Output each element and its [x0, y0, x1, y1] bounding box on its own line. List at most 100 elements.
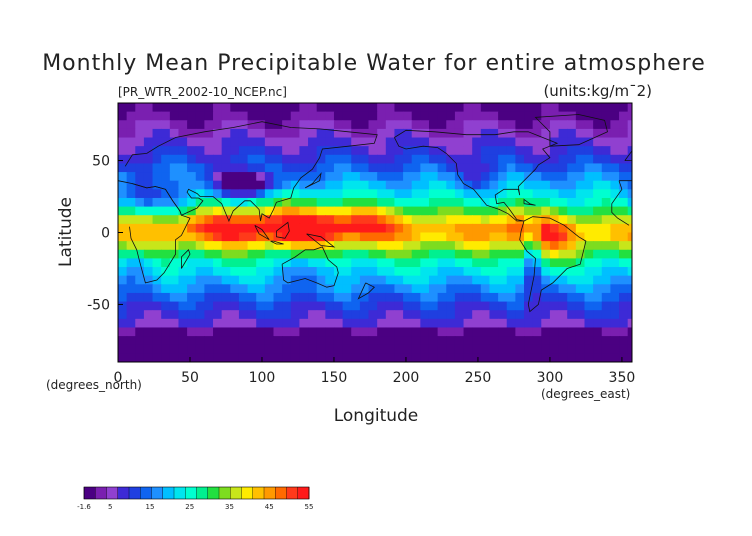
- heatmap-cell: [316, 310, 326, 320]
- heatmap-cell: [567, 327, 577, 337]
- heatmap-cell: [558, 137, 568, 147]
- heatmap-cell: [541, 128, 551, 139]
- heatmap-cell: [454, 327, 465, 337]
- heatmap-cell: [489, 249, 499, 259]
- heatmap-cell: [549, 258, 560, 268]
- heatmap-cell: [187, 284, 197, 294]
- heatmap-cell: [169, 215, 180, 225]
- heatmap-cell: [532, 301, 542, 311]
- heatmap-cell: [351, 344, 361, 354]
- heatmap-cell: [558, 292, 568, 303]
- heatmap-cell: [489, 232, 499, 242]
- heatmap-cell: [152, 223, 162, 234]
- heatmap-cell: [213, 137, 223, 147]
- heatmap-cell: [541, 180, 551, 190]
- heatmap-cell: [480, 206, 491, 216]
- heatmap-cell: [290, 189, 301, 199]
- heatmap-cell: [619, 327, 629, 337]
- heatmap-cell: [368, 146, 378, 156]
- heatmap-cell: [351, 154, 361, 165]
- heatmap-cell: [333, 241, 344, 251]
- heatmap-cell: [161, 197, 171, 208]
- heatmap-cell: [385, 232, 396, 242]
- heatmap-cell: [299, 180, 309, 190]
- heatmap-cell: [282, 137, 292, 147]
- heatmap-cell: [264, 128, 275, 139]
- plot-area: [117, 102, 633, 363]
- heatmap-cell: [264, 241, 275, 251]
- heatmap-cell: [342, 258, 352, 268]
- heatmap-cell: [247, 318, 257, 329]
- heatmap-cell: [584, 111, 594, 121]
- heatmap-cell: [593, 353, 603, 362]
- heatmap-cell: [403, 180, 413, 190]
- heatmap-cell: [351, 128, 361, 139]
- heatmap-cell: [610, 336, 620, 346]
- heatmap-cell: [489, 292, 499, 303]
- heatmap-cell: [135, 120, 145, 130]
- heatmap-cell: [342, 180, 352, 190]
- heatmap-cell: [558, 318, 568, 329]
- heatmap-cell: [524, 267, 534, 277]
- heatmap-cell: [515, 318, 525, 329]
- heatmap-cell: [213, 310, 223, 320]
- heatmap-cell: [195, 206, 205, 216]
- heatmap-cell: [428, 137, 439, 147]
- heatmap-cell: [161, 120, 171, 130]
- heatmap-cell: [480, 310, 491, 320]
- coastline: [276, 221, 290, 239]
- heatmap-cell: [256, 292, 266, 303]
- heatmap-cell: [333, 301, 344, 311]
- heatmap-cell: [273, 197, 283, 208]
- heatmap-cell: [325, 344, 335, 354]
- heatmap-cell: [247, 344, 257, 354]
- heatmap-cell: [161, 154, 171, 165]
- heatmap-cell: [359, 146, 370, 156]
- heatmap-cell: [273, 310, 283, 320]
- heatmap-cell: [394, 189, 404, 199]
- heatmap-cell: [299, 146, 309, 156]
- heatmap-cell: [195, 120, 205, 130]
- heatmap-cell: [342, 189, 352, 199]
- heatmap-cell: [126, 223, 136, 234]
- heatmap-cell: [619, 241, 629, 251]
- heatmap-cell: [394, 206, 404, 216]
- heatmap-cell: [532, 284, 542, 294]
- heatmap-cell: [256, 128, 266, 139]
- heatmap-cell: [480, 249, 491, 259]
- heatmap-cell: [368, 258, 378, 268]
- heatmap-cell: [627, 353, 632, 362]
- heatmap-cell: [377, 223, 387, 234]
- heatmap-cell: [247, 223, 257, 234]
- heatmap-cell: [204, 146, 214, 156]
- heatmap-cell: [619, 284, 629, 294]
- heatmap-cell: [213, 154, 223, 165]
- heatmap-cell: [394, 344, 404, 354]
- heatmap-cell: [308, 258, 318, 268]
- heatmap-cell: [213, 128, 223, 139]
- heatmap-cell: [524, 284, 534, 294]
- heatmap-cell: [221, 310, 231, 320]
- heatmap-cell: [342, 310, 352, 320]
- heatmap-cell: [394, 249, 404, 259]
- heatmap-cell: [351, 310, 361, 320]
- heatmap-cell: [472, 353, 482, 362]
- heatmap-cell: [411, 344, 421, 354]
- heatmap-cell: [394, 327, 404, 337]
- heatmap-cell: [575, 206, 586, 216]
- heatmap-cell: [178, 206, 188, 216]
- heatmap-cell: [593, 267, 603, 277]
- heatmap-cell: [333, 344, 344, 354]
- heatmap-cell: [411, 258, 421, 268]
- heatmap-cell: [169, 163, 180, 173]
- heatmap-cell: [135, 275, 145, 285]
- heatmap-cell: [195, 241, 205, 251]
- heatmap-cell: [454, 206, 465, 216]
- heatmap-cell: [506, 241, 516, 251]
- heatmap-cell: [601, 336, 611, 346]
- heatmap-cell: [247, 232, 257, 242]
- heatmap-cell: [506, 154, 516, 165]
- heatmap-cell: [178, 111, 188, 121]
- heatmap-cell: [230, 353, 240, 362]
- heatmap-cell: [446, 146, 456, 156]
